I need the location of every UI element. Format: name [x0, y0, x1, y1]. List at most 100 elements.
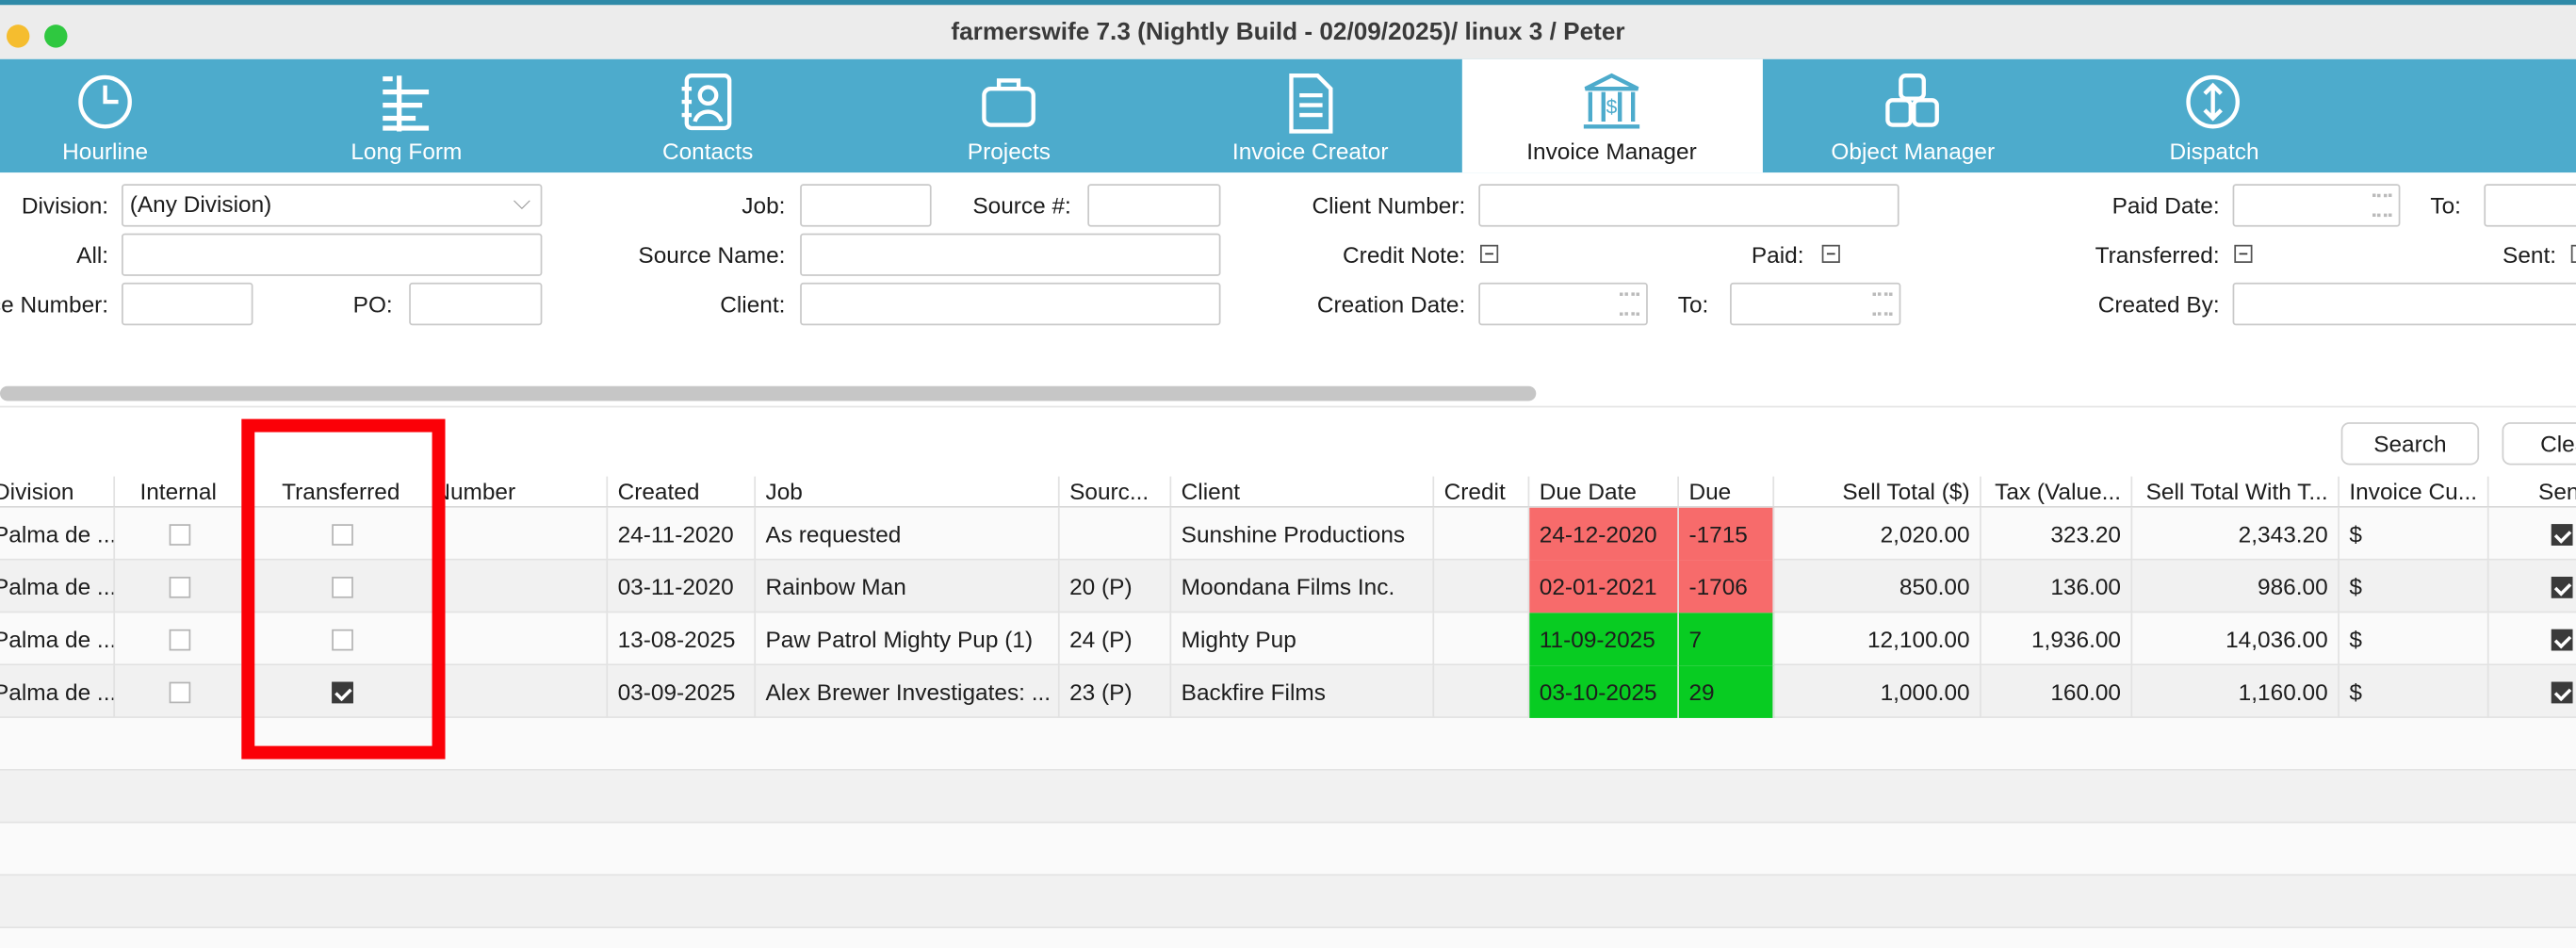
filter-label: Invoice Number:	[0, 290, 109, 318]
table-checkbox[interactable]	[332, 577, 353, 598]
table-checkbox[interactable]	[169, 681, 191, 704]
table-checkbox[interactable]	[332, 629, 353, 651]
tab-bar: Hourline Long Form Contacts Projects Invoice…	[0, 58, 2576, 173]
filter-input[interactable]	[2232, 184, 2401, 227]
table-checkbox[interactable]	[2551, 524, 2573, 546]
column-header[interactable]: Due	[1679, 476, 1775, 507]
column-header[interactable]: Credit	[1434, 476, 1530, 507]
check-mark	[2553, 579, 2572, 597]
filter-input[interactable]	[1730, 282, 1901, 326]
table-checkbox[interactable]	[169, 524, 191, 546]
table-checkbox[interactable]	[2551, 577, 2573, 598]
filter-input[interactable]	[409, 282, 543, 326]
table-cell: 24 (P)	[1060, 613, 1172, 666]
tab[interactable]: Long Form	[256, 59, 557, 172]
table-cell: -1706	[1678, 560, 1775, 613]
empty-row	[0, 770, 2576, 824]
filter-input[interactable]	[1087, 184, 1221, 227]
tab[interactable]: Dispatch	[2064, 59, 2365, 172]
maximize-button[interactable]	[44, 25, 68, 48]
table-cell: Paw Patrol Mighty Pup (1)	[756, 613, 1060, 666]
filter-label: Paid Date:	[2111, 192, 2220, 219]
column-header[interactable]: Sent	[2489, 477, 2576, 506]
column-header[interactable]: Internal	[115, 476, 244, 507]
table-cell	[2489, 665, 2576, 718]
column-header[interactable]: Invoice Cu...	[2340, 476, 2489, 507]
filter-label: Client Number:	[1312, 192, 1466, 219]
filter-input[interactable]	[800, 184, 932, 227]
filter-checkbox[interactable]	[2234, 244, 2253, 263]
table-row[interactable]: Palma de ... 03-09-2025 Alex Brewer Invest…	[0, 665, 2576, 718]
tab[interactable]: Object Manager	[1763, 59, 2063, 172]
column-header[interactable]: Job	[756, 476, 1060, 507]
column-header[interactable]: Sell Total ($)	[1774, 476, 1981, 507]
table-checkbox[interactable]	[169, 577, 191, 598]
column-header[interactable]: Tax (Value...	[1981, 476, 2133, 507]
table-cell: Palma de ...	[0, 507, 116, 561]
table-checkbox[interactable]	[169, 629, 191, 651]
filter-checkbox[interactable]	[1480, 244, 1499, 263]
filter-value: (Any Division)	[129, 190, 272, 218]
column-header[interactable]: Sell Total With T...	[2132, 476, 2340, 507]
table-cell: -1715	[1678, 507, 1775, 561]
table-cell: 03-09-2025	[608, 665, 757, 718]
tab[interactable]: Contacts	[558, 59, 858, 172]
table-checkbox[interactable]	[332, 681, 353, 704]
filter-checkbox[interactable]	[1821, 244, 1840, 263]
table-cell: Backfire Films	[1171, 665, 1435, 718]
filter-input[interactable]	[1478, 282, 1648, 326]
filter-label: All:	[76, 241, 109, 269]
tab-icon	[1289, 74, 1333, 134]
table-row[interactable]: Palma de ... 03-11-2020 Rainbow Man 20 (P) M…	[0, 560, 2576, 613]
table-cell	[115, 560, 244, 613]
table-cell: 13-08-2025	[608, 613, 757, 666]
tab[interactable]: $ Invoice Manager	[1460, 58, 1763, 173]
table-cell: 24-11-2020	[608, 507, 757, 561]
minimize-button[interactable]	[6, 25, 30, 48]
check-mark	[2553, 526, 2572, 544]
column-header[interactable]: Client	[1171, 476, 1435, 507]
filter-input[interactable]	[122, 282, 253, 326]
table-cell: $	[2340, 665, 2489, 718]
table-cell	[1434, 665, 1530, 718]
table-checkbox[interactable]	[332, 524, 353, 546]
column-header[interactable]: Division	[0, 476, 116, 507]
empty-row	[0, 875, 2576, 929]
table-cell: $	[2340, 613, 2489, 666]
column-header[interactable]: Due Date	[1529, 476, 1679, 507]
filter-input[interactable]	[2232, 282, 2576, 326]
column-header[interactable]: Transferred	[243, 476, 441, 507]
table-cell: As requested	[756, 507, 1060, 561]
filter-input[interactable]	[122, 233, 543, 276]
table-row[interactable]: Palma de ... 24-11-2020 As requested Sunshi…	[0, 507, 2576, 561]
filter-checkbox[interactable]	[2570, 244, 2576, 263]
tab-icon	[981, 78, 1035, 127]
filter-input[interactable]	[800, 233, 1221, 276]
filter-input[interactable]: (Any Division) ⌵	[122, 184, 543, 227]
empty-row	[0, 823, 2576, 876]
check-mark	[2553, 683, 2572, 702]
table-cell: $	[2340, 507, 2489, 561]
table-checkbox[interactable]	[2551, 681, 2573, 704]
tab[interactable]: Hourline	[0, 59, 255, 172]
table-cell: 20 (P)	[1060, 560, 1172, 613]
column-header[interactable]: Number	[424, 476, 609, 507]
tab-label: Long Form	[351, 138, 463, 165]
action-button[interactable]: Search	[2340, 422, 2480, 466]
checkbox-dash	[2239, 253, 2248, 255]
scrollbar[interactable]	[0, 385, 1537, 401]
filter-input[interactable]	[1478, 184, 1899, 227]
table-row[interactable]: Palma de ... 13-08-2025 Paw Patrol Mighty …	[0, 613, 2576, 666]
column-header[interactable]: Created	[608, 476, 757, 507]
tab[interactable]: Invoice Creator	[1160, 59, 1460, 172]
tab[interactable]: Projects	[858, 59, 1159, 172]
filter-input[interactable]	[2484, 184, 2576, 227]
invoice-table: Division Internal Transferred Number Created…	[0, 476, 2576, 948]
table-cell: 03-10-2025	[1529, 665, 1679, 718]
check-mark	[2553, 630, 2572, 649]
filter-input[interactable]	[800, 282, 1221, 326]
column-header[interactable]: Sourc...	[1060, 476, 1172, 507]
action-button[interactable]: Clear	[2502, 422, 2576, 466]
table-cell	[1434, 560, 1530, 613]
table-checkbox[interactable]	[2551, 629, 2573, 651]
